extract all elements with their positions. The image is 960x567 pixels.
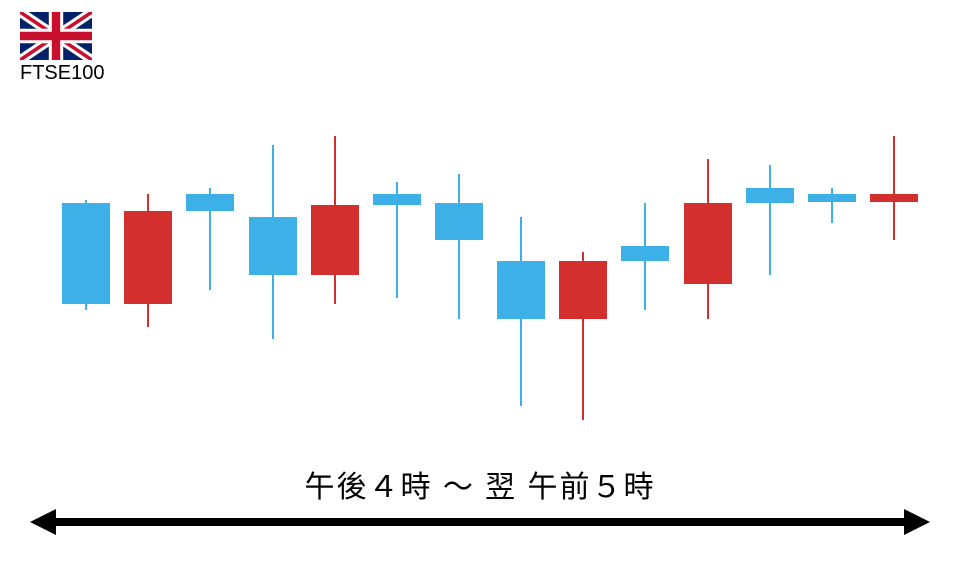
candle-body [186, 194, 234, 211]
candle-body [497, 261, 545, 319]
arrow-head-left [30, 509, 56, 535]
arrow-shaft [54, 518, 906, 526]
candle-body [311, 205, 359, 275]
candle-body [124, 211, 172, 304]
candle-body [746, 188, 794, 203]
candle-body [621, 246, 669, 261]
candle-body [559, 261, 607, 319]
candle-body [435, 203, 483, 241]
candle-body [249, 217, 297, 275]
candle-body [870, 194, 918, 203]
candle-body [373, 194, 421, 206]
arrow-head-right [904, 509, 930, 535]
candle-wick [769, 165, 771, 275]
candle-wick [458, 174, 460, 319]
candle-wick [893, 136, 895, 240]
candle-body [684, 203, 732, 284]
candle-body [808, 194, 856, 203]
candle-body [62, 203, 110, 305]
time-range-label: 午後４時 ～ 翌 午前５時 [0, 462, 960, 506]
